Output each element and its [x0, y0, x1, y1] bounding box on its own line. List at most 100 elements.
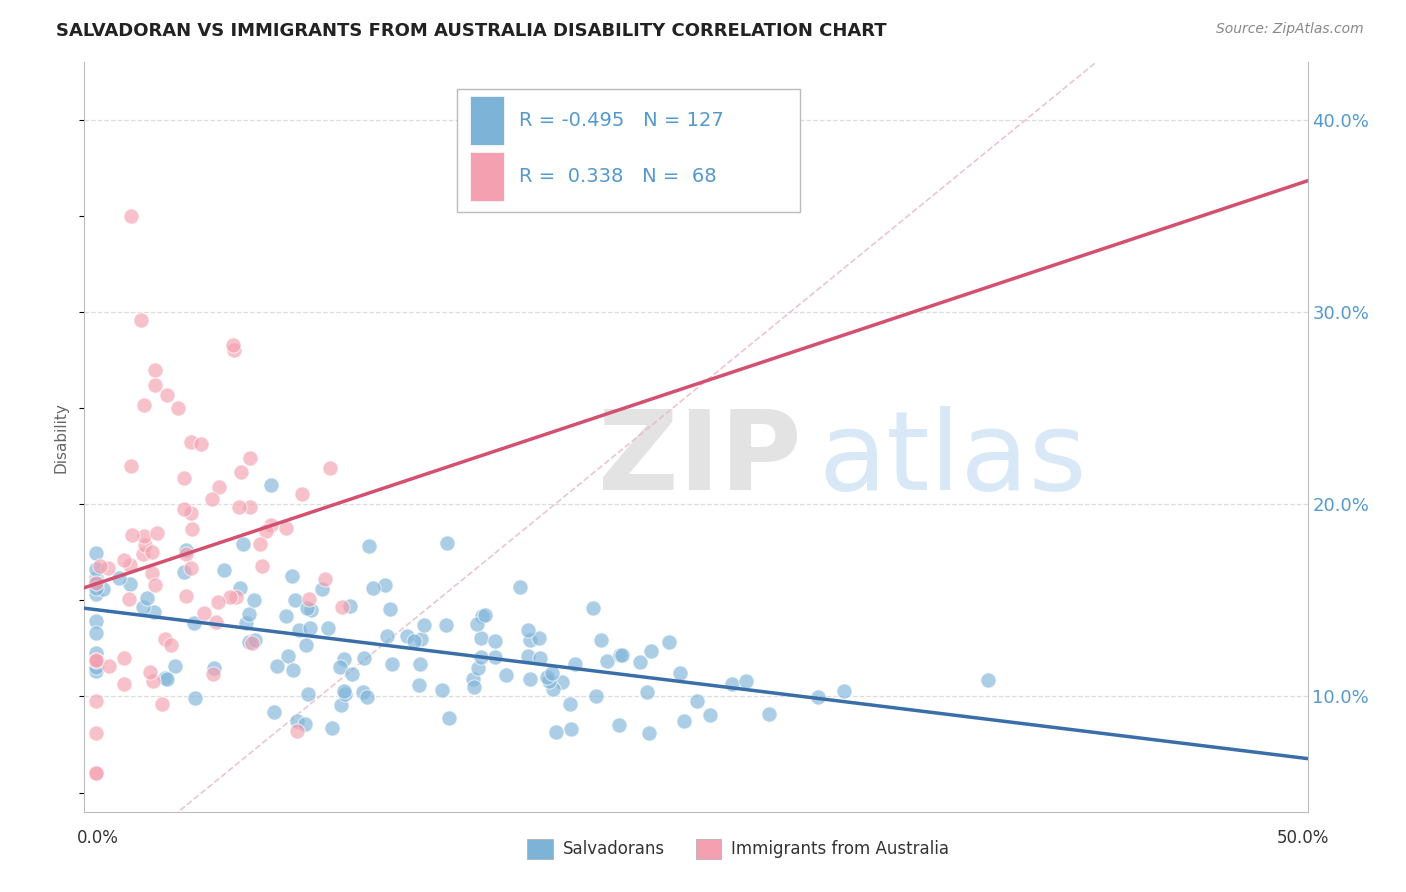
Point: [356, 690, 378, 705]
Point: [135, 591, 157, 605]
Point: [280, 569, 302, 583]
Point: [321, 721, 343, 735]
Point: [201, 667, 224, 681]
Point: [202, 661, 225, 675]
Point: [436, 536, 458, 550]
Point: [84, 570, 107, 584]
Point: [173, 502, 195, 516]
Point: [174, 543, 197, 558]
Point: [330, 698, 353, 713]
Point: [281, 664, 304, 678]
Point: [249, 537, 271, 551]
Point: [143, 363, 166, 377]
Point: [176, 589, 198, 603]
Point: [434, 618, 457, 632]
FancyBboxPatch shape: [470, 153, 503, 201]
Point: [238, 607, 260, 622]
Point: [509, 580, 531, 594]
Point: [84, 646, 107, 660]
Point: [84, 587, 107, 601]
Point: [673, 714, 696, 729]
Point: [243, 632, 266, 647]
Point: [218, 590, 240, 604]
Point: [142, 674, 165, 689]
Point: [519, 633, 541, 648]
Point: [205, 615, 228, 630]
Point: [112, 651, 135, 665]
Point: [610, 648, 633, 663]
Point: [409, 657, 432, 671]
Point: [134, 538, 156, 552]
Point: [108, 571, 131, 585]
Point: [141, 545, 163, 559]
Point: [560, 697, 582, 711]
Point: [463, 680, 485, 694]
Point: [239, 500, 262, 515]
Point: [112, 677, 135, 691]
Point: [329, 659, 352, 673]
Point: [84, 625, 107, 640]
Point: [467, 661, 489, 675]
Point: [607, 718, 630, 732]
Point: [134, 398, 156, 412]
Point: [277, 649, 299, 664]
Point: [529, 632, 551, 646]
Point: [484, 633, 506, 648]
Point: [734, 673, 756, 688]
Point: [284, 593, 307, 607]
FancyBboxPatch shape: [457, 88, 800, 212]
Point: [143, 378, 166, 392]
Point: [439, 711, 461, 725]
Point: [291, 487, 314, 501]
Point: [335, 687, 357, 701]
Point: [118, 558, 141, 572]
Point: [294, 638, 316, 652]
Point: [352, 685, 374, 699]
Point: [669, 666, 692, 681]
Point: [298, 591, 321, 606]
Point: [228, 500, 250, 514]
Point: [333, 684, 356, 698]
Point: [84, 614, 107, 628]
Point: [470, 631, 492, 645]
Point: [495, 668, 517, 682]
Point: [132, 528, 155, 542]
Point: [84, 575, 107, 590]
Point: [636, 685, 658, 699]
Point: [720, 677, 742, 691]
Point: [285, 714, 308, 728]
Point: [89, 558, 111, 573]
Point: [474, 608, 496, 623]
Point: [638, 726, 661, 740]
Point: [120, 577, 142, 591]
Point: [686, 694, 709, 708]
Point: [225, 590, 247, 604]
Point: [582, 600, 605, 615]
Point: [319, 461, 342, 475]
Point: [141, 566, 163, 581]
Point: [564, 657, 586, 672]
Point: [378, 602, 401, 616]
Point: [143, 578, 166, 592]
Point: [333, 651, 356, 665]
Point: [132, 600, 155, 615]
Point: [142, 605, 165, 619]
Point: [84, 653, 107, 667]
Point: [339, 599, 361, 614]
Text: Immigrants from Australia: Immigrants from Australia: [731, 840, 949, 858]
Point: [254, 524, 277, 538]
Point: [461, 672, 484, 686]
Point: [138, 665, 160, 680]
Point: [260, 478, 283, 492]
Point: [208, 480, 231, 494]
Point: [155, 671, 177, 685]
Point: [658, 635, 681, 649]
Point: [536, 670, 558, 684]
Point: [295, 600, 318, 615]
Point: [294, 716, 316, 731]
Point: [156, 672, 179, 686]
Point: [180, 435, 202, 450]
Point: [84, 653, 107, 667]
Point: [180, 561, 202, 575]
Point: [181, 523, 204, 537]
